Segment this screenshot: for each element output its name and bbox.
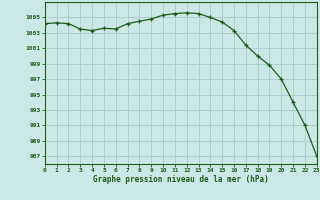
X-axis label: Graphe pression niveau de la mer (hPa): Graphe pression niveau de la mer (hPa) (93, 175, 269, 184)
